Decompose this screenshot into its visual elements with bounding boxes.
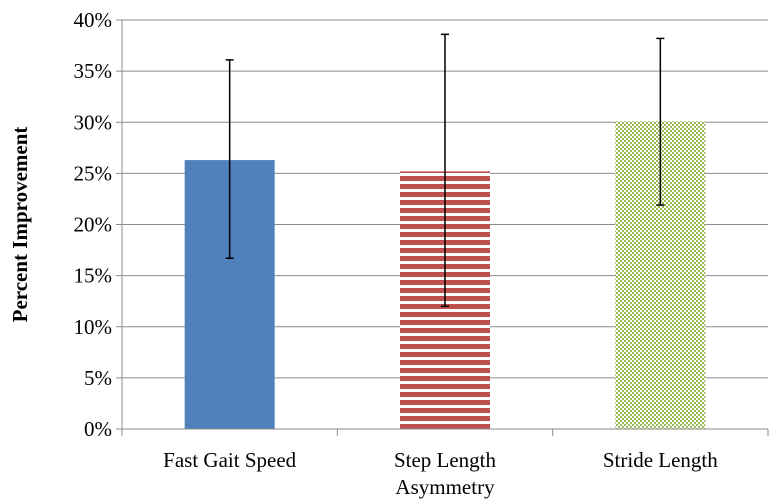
axes bbox=[116, 19, 769, 436]
x-category-label: Step Length bbox=[394, 448, 497, 472]
y-tick-label: 0% bbox=[84, 417, 112, 441]
y-tick-label: 10% bbox=[74, 315, 113, 339]
x-category-label: Asymmetry bbox=[395, 475, 495, 499]
y-tick-label: 40% bbox=[74, 8, 113, 32]
x-category-label: Fast Gait Speed bbox=[163, 448, 296, 472]
error-bars bbox=[225, 33, 665, 308]
labels: 0% 5% 10% 15% 20% 25% 30% 35% 40% Fast Gait Speed… bbox=[74, 8, 719, 499]
y-tick-label: 35% bbox=[74, 59, 113, 83]
y-tick-label: 5% bbox=[84, 366, 112, 390]
y-tick-label: 30% bbox=[74, 110, 113, 134]
y-tick-label: 15% bbox=[74, 264, 113, 288]
y-tick-label: 20% bbox=[74, 213, 113, 237]
y-axis-title: Percent Improvement bbox=[8, 127, 32, 323]
y-tick-label: 25% bbox=[74, 161, 113, 185]
x-category-label: Stride Length bbox=[603, 448, 718, 472]
